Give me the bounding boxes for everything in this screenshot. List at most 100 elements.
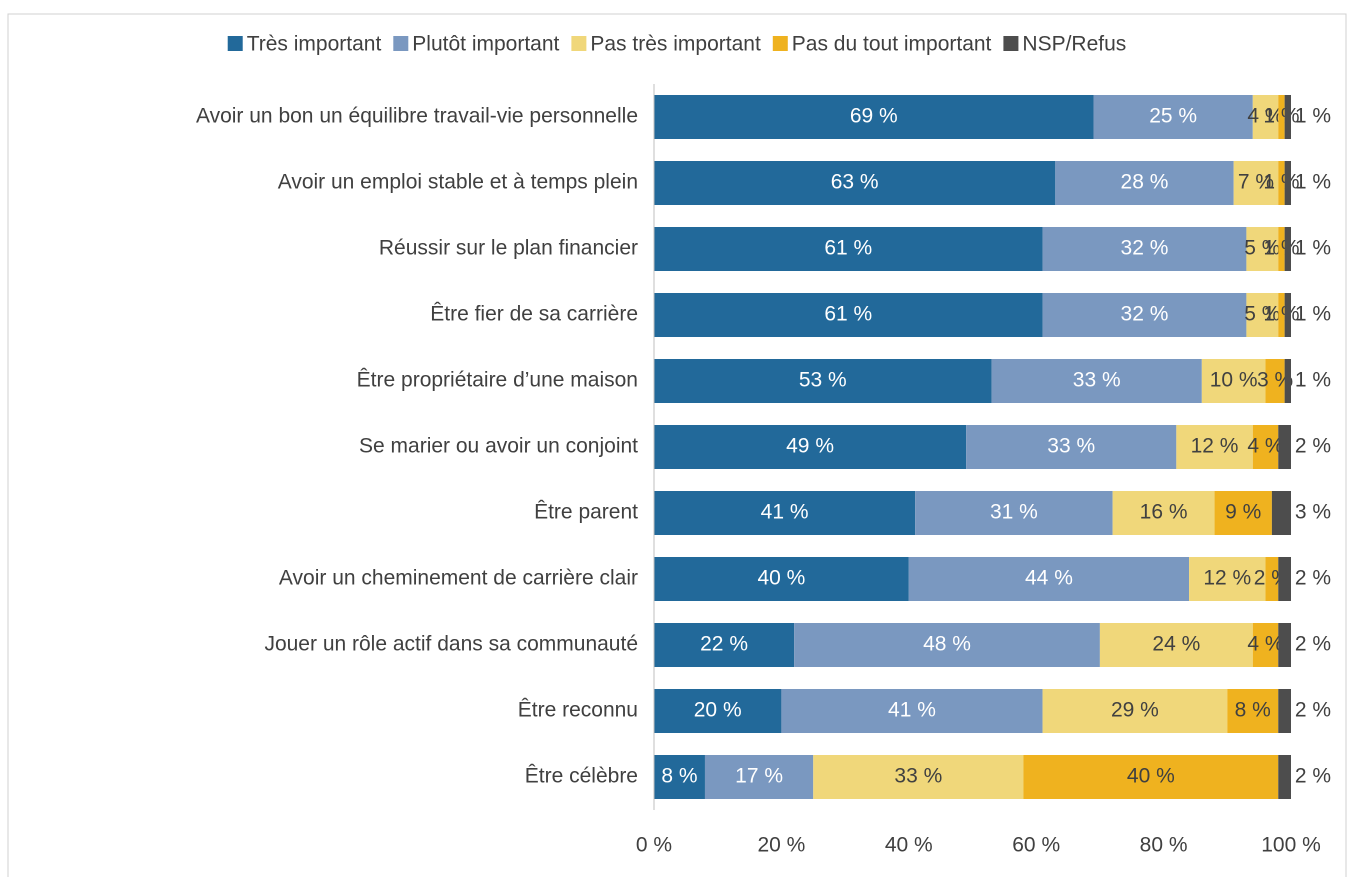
legend-swatch xyxy=(393,36,409,51)
bar-segment xyxy=(654,227,1043,271)
data-label: 20 % xyxy=(694,699,742,722)
data-label: 4 % xyxy=(1247,105,1283,128)
data-label: 25 % xyxy=(1149,105,1197,128)
legend-swatch xyxy=(772,36,788,51)
bar-segment xyxy=(1233,161,1279,205)
category-label: Être propriétaire d’une maison xyxy=(357,369,638,392)
data-label: 16 % xyxy=(1140,501,1188,524)
bar-segment xyxy=(1278,95,1285,139)
bar-segment xyxy=(654,359,992,403)
data-label: 4 % xyxy=(1247,633,1283,656)
data-label: 40 % xyxy=(1127,765,1175,788)
bar-segment xyxy=(1023,755,1279,799)
data-label: 2 % xyxy=(1295,435,1331,458)
bar-segment xyxy=(1271,491,1291,535)
bar-segment xyxy=(1278,755,1291,799)
bar-segment xyxy=(654,491,916,535)
data-label: 48 % xyxy=(923,633,971,656)
bar-segment xyxy=(1246,293,1279,337)
category-label: Être célèbre xyxy=(525,765,638,788)
data-label: 28 % xyxy=(1121,171,1169,194)
data-label: 40 % xyxy=(757,567,805,590)
x-tick-label: 40 % xyxy=(885,834,933,857)
data-label: 24 % xyxy=(1152,633,1200,656)
data-label: 17 % xyxy=(735,765,783,788)
data-label: 5 % xyxy=(1244,237,1280,260)
data-label: 49 % xyxy=(786,435,834,458)
category-label: Être reconnu xyxy=(518,699,638,722)
category-label: Être fier de sa carrière xyxy=(430,303,638,326)
data-label: 31 % xyxy=(990,501,1038,524)
bar-segment xyxy=(1265,359,1285,403)
bar-segment xyxy=(1284,227,1291,271)
bar-segment xyxy=(1042,227,1247,271)
data-label: 63 % xyxy=(831,171,879,194)
bar-segment xyxy=(908,557,1190,601)
bar-segment xyxy=(1252,95,1279,139)
bar-segment xyxy=(813,755,1024,799)
legend-swatch xyxy=(571,36,587,51)
legend-label: Plutôt important xyxy=(412,33,559,56)
bar-segment xyxy=(781,689,1043,733)
data-label: 10 % xyxy=(1210,369,1258,392)
legend-label: NSP/Refus xyxy=(1022,33,1126,56)
data-label: 7 % xyxy=(1238,171,1274,194)
bar-segment xyxy=(794,623,1100,667)
bar-segment xyxy=(1252,623,1279,667)
category-label: Avoir un cheminement de carrière clair xyxy=(279,567,638,590)
data-label: 1 % xyxy=(1295,369,1331,392)
data-label: 22 % xyxy=(700,633,748,656)
bar-segment xyxy=(1042,689,1228,733)
bar-segment xyxy=(1055,161,1234,205)
data-label: 12 % xyxy=(1203,567,1251,590)
data-label: 3 % xyxy=(1295,501,1331,524)
bar-segment xyxy=(1042,293,1247,337)
data-label: 1 % xyxy=(1295,237,1331,260)
data-label: 2 % xyxy=(1295,699,1331,722)
bar-segment xyxy=(1246,227,1279,271)
bar-segment xyxy=(1252,425,1279,469)
data-label: 2 % xyxy=(1295,633,1331,656)
x-tick-label: 100 % xyxy=(1261,834,1321,857)
category-label: Avoir un bon un équilibre travail-vie pe… xyxy=(196,105,638,128)
category-label: Jouer un rôle actif dans sa communauté xyxy=(264,633,638,656)
bar-segment xyxy=(654,425,967,469)
data-label: 8 % xyxy=(661,765,697,788)
legend-label: Très important xyxy=(247,33,382,56)
bar-segment xyxy=(991,359,1202,403)
data-label: 2 % xyxy=(1295,765,1331,788)
category-label: Réussir sur le plan financier xyxy=(379,237,638,260)
data-label: 29 % xyxy=(1111,699,1159,722)
bar-segment xyxy=(654,293,1043,337)
bar-segment xyxy=(1201,359,1266,403)
legend-swatch xyxy=(227,36,243,51)
x-tick-label: 0 % xyxy=(636,834,672,857)
bar-segment xyxy=(1278,425,1291,469)
bar-segment xyxy=(1176,425,1253,469)
bar-segment xyxy=(1099,623,1253,667)
bar-segment xyxy=(1189,557,1266,601)
data-label: 32 % xyxy=(1121,303,1169,326)
bar-segment xyxy=(1227,689,1279,733)
data-label: 1 % xyxy=(1295,105,1331,128)
data-label: 4 % xyxy=(1247,435,1283,458)
bar-segment xyxy=(654,623,795,667)
data-label: 61 % xyxy=(824,303,872,326)
legend-swatch xyxy=(1003,36,1019,51)
category-label: Être parent xyxy=(534,501,638,524)
data-label: 41 % xyxy=(888,699,936,722)
data-label: 32 % xyxy=(1121,237,1169,260)
data-label: 12 % xyxy=(1191,435,1239,458)
data-label: 3 % xyxy=(1257,369,1293,392)
bar-segment xyxy=(1278,161,1285,205)
category-label: Avoir un emploi stable et à temps plein xyxy=(278,171,638,194)
x-tick-label: 20 % xyxy=(757,834,805,857)
data-label: 53 % xyxy=(799,369,847,392)
bar-segment xyxy=(704,755,814,799)
bar-segment xyxy=(654,689,782,733)
bar-segment xyxy=(654,755,705,799)
bar-segment xyxy=(1284,359,1291,403)
x-tick-label: 80 % xyxy=(1140,834,1188,857)
bar-segment xyxy=(1278,227,1285,271)
